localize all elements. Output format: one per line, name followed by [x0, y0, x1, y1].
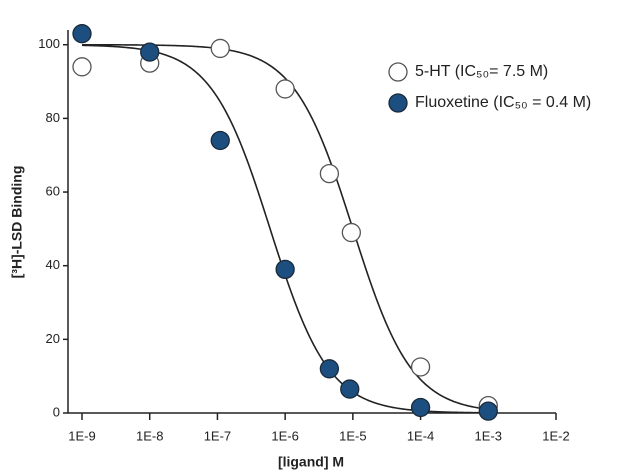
legend-marker	[388, 93, 408, 113]
data-point	[275, 259, 295, 280]
data-point	[72, 57, 92, 77]
y-tick-label: 20	[46, 331, 60, 346]
x-tick-label: 1E-3	[475, 428, 502, 443]
data-point	[72, 24, 92, 44]
data-point	[478, 401, 498, 421]
x-tick-label: 1E-6	[271, 428, 298, 443]
legend-label: Fluoxetine (IC₅₀ = 0.4 M)	[415, 94, 591, 111]
y-tick-label: 0	[53, 404, 60, 419]
data-point	[340, 379, 360, 399]
data-point	[275, 79, 295, 99]
x-tick-label: 1E-4	[407, 428, 434, 443]
legend-marker	[388, 62, 408, 82]
y-tick-label: 80	[46, 110, 60, 125]
x-tick-label: 1E-2	[542, 428, 569, 443]
y-axis-title: [³H]-LSD Binding	[9, 166, 25, 279]
x-tick-label: 1E-8	[136, 428, 163, 443]
data-point	[410, 397, 431, 418]
legend-label: 5-HT (IC₅₀= 7.5 M)	[415, 63, 548, 80]
data-point	[410, 357, 431, 377]
x-axis-title: [ligand] M	[278, 454, 344, 470]
y-tick-label: 40	[46, 257, 60, 272]
legend: 5-HT (IC₅₀= 7.5 M) Fluoxetine (IC₅₀ = 0.4…	[388, 62, 591, 113]
y-tick-label: 100	[38, 36, 60, 51]
x-tick-label: 1E-9	[68, 428, 95, 443]
x-tick-label: 1E-5	[339, 428, 366, 443]
x-tick-label: 1E-7	[204, 428, 231, 443]
data-point	[341, 222, 361, 243]
data-point	[319, 163, 340, 184]
data-point	[140, 42, 160, 62]
data-point	[210, 130, 230, 151]
y-tick-label: 60	[46, 183, 60, 198]
data-point	[210, 38, 230, 59]
data-point	[319, 359, 340, 379]
